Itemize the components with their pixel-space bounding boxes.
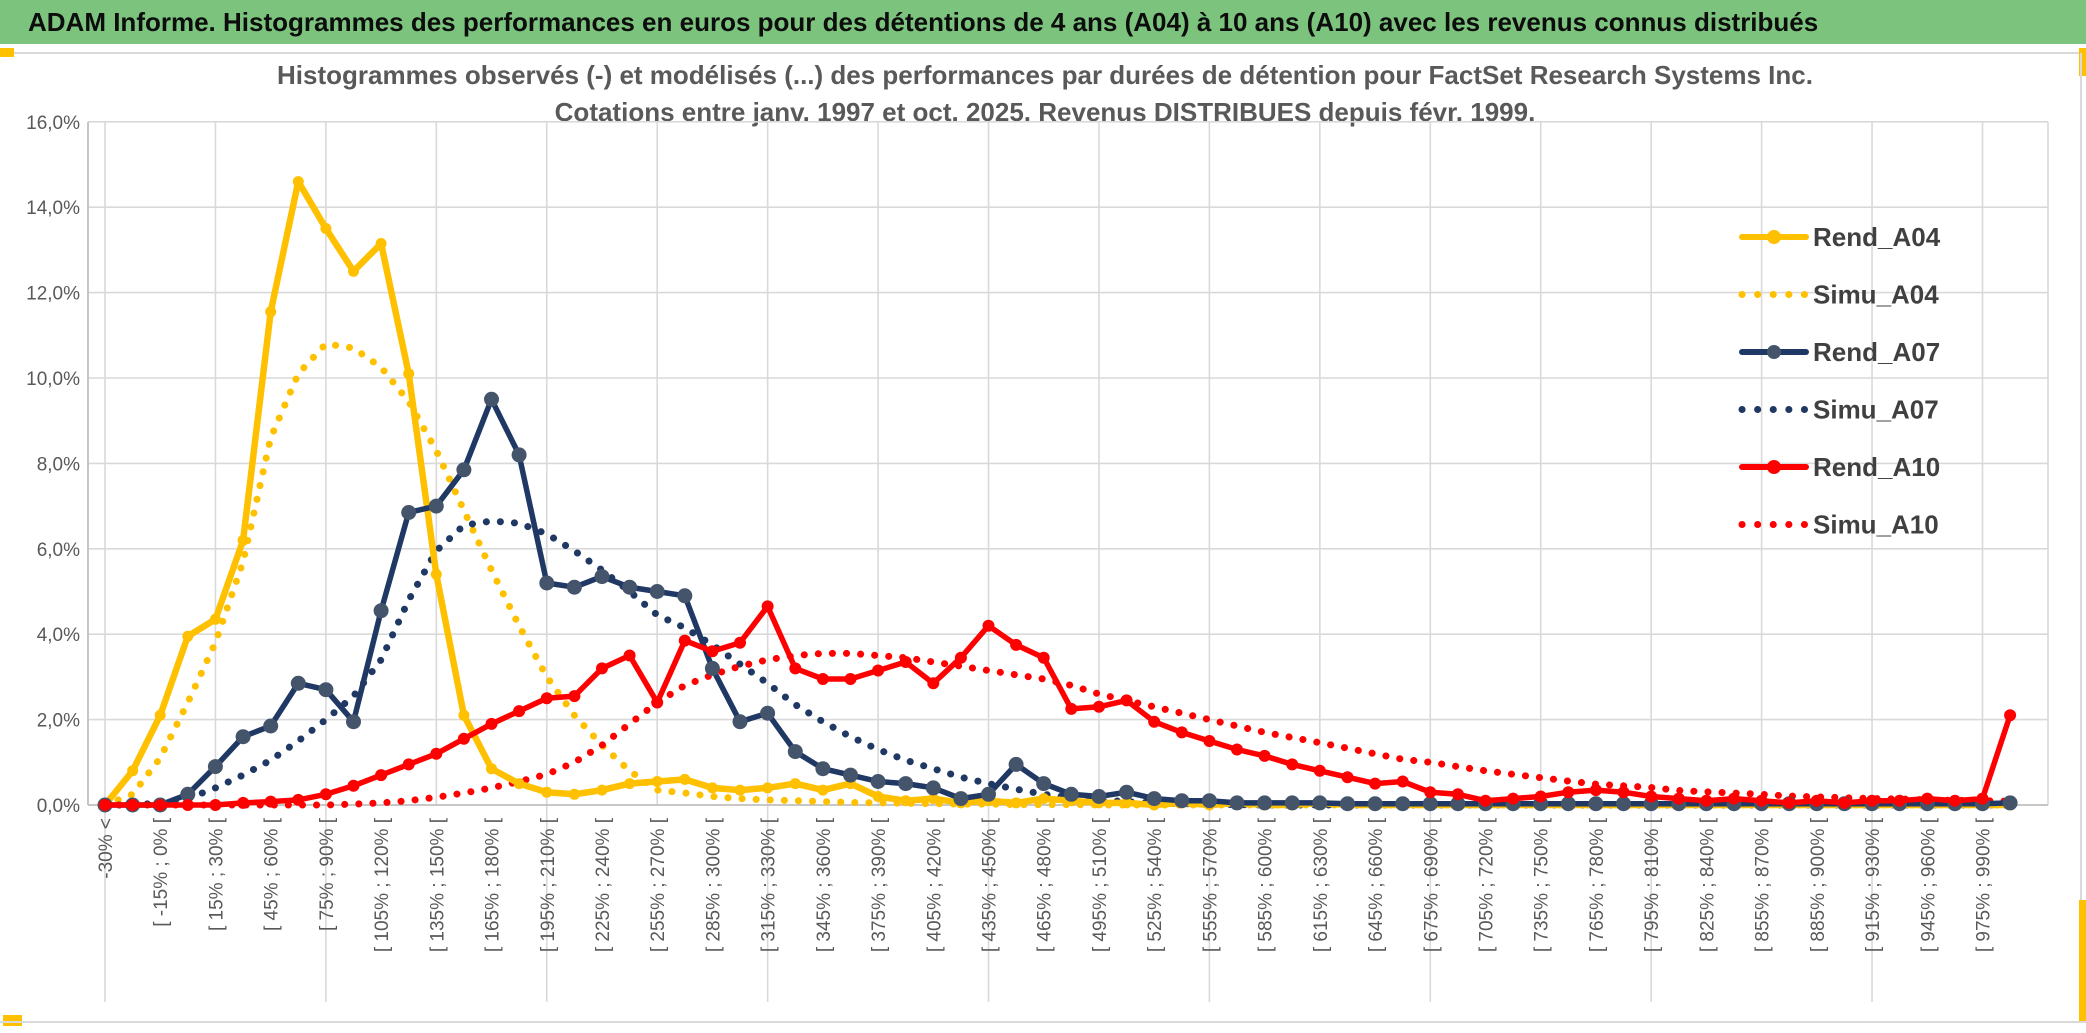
gold-border-top-right — [2079, 48, 2086, 76]
legend-item-Rend_A10[interactable]: Rend_A10 — [1739, 452, 1940, 482]
x-tick-label: [ 555% ; 570% [ — [1200, 817, 1221, 952]
y-axis-labels: 0,0% 2,0% 4,0% 6,0% 8,0% 10,0% 12,0% 14,0% 16,0% — [26, 113, 80, 817]
x-tick-label: [ 345% ; 360% [ — [814, 817, 835, 952]
y-tick-label: 0,0% — [37, 796, 80, 817]
legend-item-Rend_A07[interactable]: Rend_A07 — [1739, 337, 1940, 367]
legend-label: Simu_A07 — [1813, 395, 1939, 425]
y-tick-label: 2,0% — [37, 711, 80, 732]
x-tick-label: [ 375% ; 390% [ — [869, 817, 890, 952]
x-tick-label: -30% < — [96, 818, 117, 879]
gold-border-right — [2079, 900, 2086, 1023]
x-tick-label: [ 615% ; 630% [ — [1311, 817, 1332, 952]
x-tick-label: [ -15% ; 0% [ — [151, 817, 172, 926]
x-tick-label: [ 855% ; 870% [ — [1753, 817, 1774, 952]
x-tick-label: [ 945% ; 960% [ — [1918, 817, 1939, 952]
x-tick-label: [ 915% ; 930% [ — [1863, 817, 1884, 952]
chart-title-line1: Histogrammes observés (-) et modélisés (… — [277, 60, 1813, 90]
x-tick-label: [ 15% ; 30% [ — [206, 817, 227, 931]
x-tick-label: [ 795% ; 810% [ — [1642, 817, 1663, 952]
gridlines — [88, 121, 2049, 1002]
legend-swatch-marker — [1767, 460, 1781, 474]
y-tick-label: 8,0% — [37, 454, 80, 475]
y-tick-label: 16,0% — [26, 113, 80, 134]
x-tick-label: [ 285% ; 300% [ — [703, 817, 724, 952]
x-tick-label: [ 45% ; 60% [ — [262, 817, 283, 931]
x-tick-label: [ 135% ; 150% [ — [427, 817, 448, 952]
series-Rend_A07 — [97, 391, 2018, 813]
x-tick-label: [ 525% ; 540% [ — [1145, 817, 1166, 952]
x-tick-label: [ 465% ; 480% [ — [1035, 817, 1056, 952]
y-tick-label: 14,0% — [26, 198, 80, 219]
x-tick-label: [ 105% ; 120% [ — [372, 817, 393, 952]
sheet-divider-bottom — [0, 1021, 2086, 1023]
x-tick-label: [ 315% ; 330% [ — [759, 817, 780, 952]
legend-item-Simu_A04[interactable]: Simu_A04 — [1738, 280, 1939, 310]
legend-item-Simu_A10[interactable]: Simu_A10 — [1738, 510, 1939, 540]
legend-item-Simu_A07[interactable]: Simu_A07 — [1738, 395, 1939, 425]
y-tick-label: 10,0% — [26, 369, 80, 390]
x-tick-label: [ 405% ; 420% [ — [924, 817, 945, 952]
gold-border-bottom-left — [3, 1015, 22, 1026]
x-tick-label: [ 645% ; 660% [ — [1366, 817, 1387, 952]
legend-label: Simu_A04 — [1813, 280, 1939, 310]
gold-border-top-left — [0, 48, 14, 57]
y-tick-label: 4,0% — [37, 625, 80, 646]
x-tick-label: [ 255% ; 270% [ — [648, 817, 669, 952]
legend-label: Simu_A10 — [1813, 510, 1939, 540]
page-title: ADAM Informe. Histogrammes des performan… — [0, 0, 2086, 44]
legend-label: Rend_A07 — [1813, 337, 1940, 367]
x-tick-label: [ 735% ; 750% [ — [1532, 817, 1553, 952]
x-axis-labels: -30% < [ -15% ; 0% [ [ 15% ; 30% [ [ 45% ; … — [96, 817, 1994, 952]
legend-swatch-marker — [1767, 345, 1781, 359]
legend-swatch-marker — [1767, 230, 1781, 244]
x-tick-label: [ 195% ; 210% [ — [538, 817, 559, 952]
legend-item-Rend_A04[interactable]: Rend_A04 — [1739, 222, 1941, 252]
series-Simu_A04 — [101, 340, 2014, 809]
x-tick-label: [ 165% ; 180% [ — [483, 817, 504, 952]
legend-label: Rend_A04 — [1813, 222, 1941, 252]
x-tick-label: [ 585% ; 600% [ — [1256, 817, 1277, 952]
x-tick-label: [ 435% ; 450% [ — [980, 817, 1001, 952]
x-tick-label: [ 495% ; 510% [ — [1090, 817, 1111, 952]
y-tick-label: 6,0% — [37, 540, 80, 561]
legend: Rend_A04 Simu_A04 Rend_A07 Simu_A07 Rend_A10… — [1738, 222, 1941, 540]
x-tick-label: [ 885% ; 900% [ — [1808, 817, 1829, 952]
series-Rend_A10 — [99, 600, 2017, 811]
x-tick-label: [ 75% ; 90% [ — [317, 817, 338, 931]
sheet-divider-top — [0, 52, 2086, 54]
x-tick-label: [ 225% ; 240% [ — [593, 817, 614, 952]
x-tick-label: [ 675% ; 690% [ — [1421, 817, 1442, 952]
y-tick-label: 12,0% — [26, 284, 80, 305]
x-tick-label: [ 825% ; 840% [ — [1697, 817, 1718, 952]
x-tick-label: [ 765% ; 780% [ — [1587, 817, 1608, 952]
series-Simu_A07 — [101, 517, 2014, 809]
x-tick-label: [ 975% ; 990% [ — [1973, 817, 1994, 952]
page-title-text: ADAM Informe. Histogrammes des performan… — [28, 7, 1819, 37]
sheet-edge-right — [2080, 53, 2082, 1022]
x-tick-label: [ 705% ; 720% [ — [1477, 817, 1498, 952]
series-Simu_A10 — [101, 649, 2014, 809]
series-Rend_A04 — [99, 176, 2016, 811]
legend-label: Rend_A10 — [1813, 452, 1940, 482]
